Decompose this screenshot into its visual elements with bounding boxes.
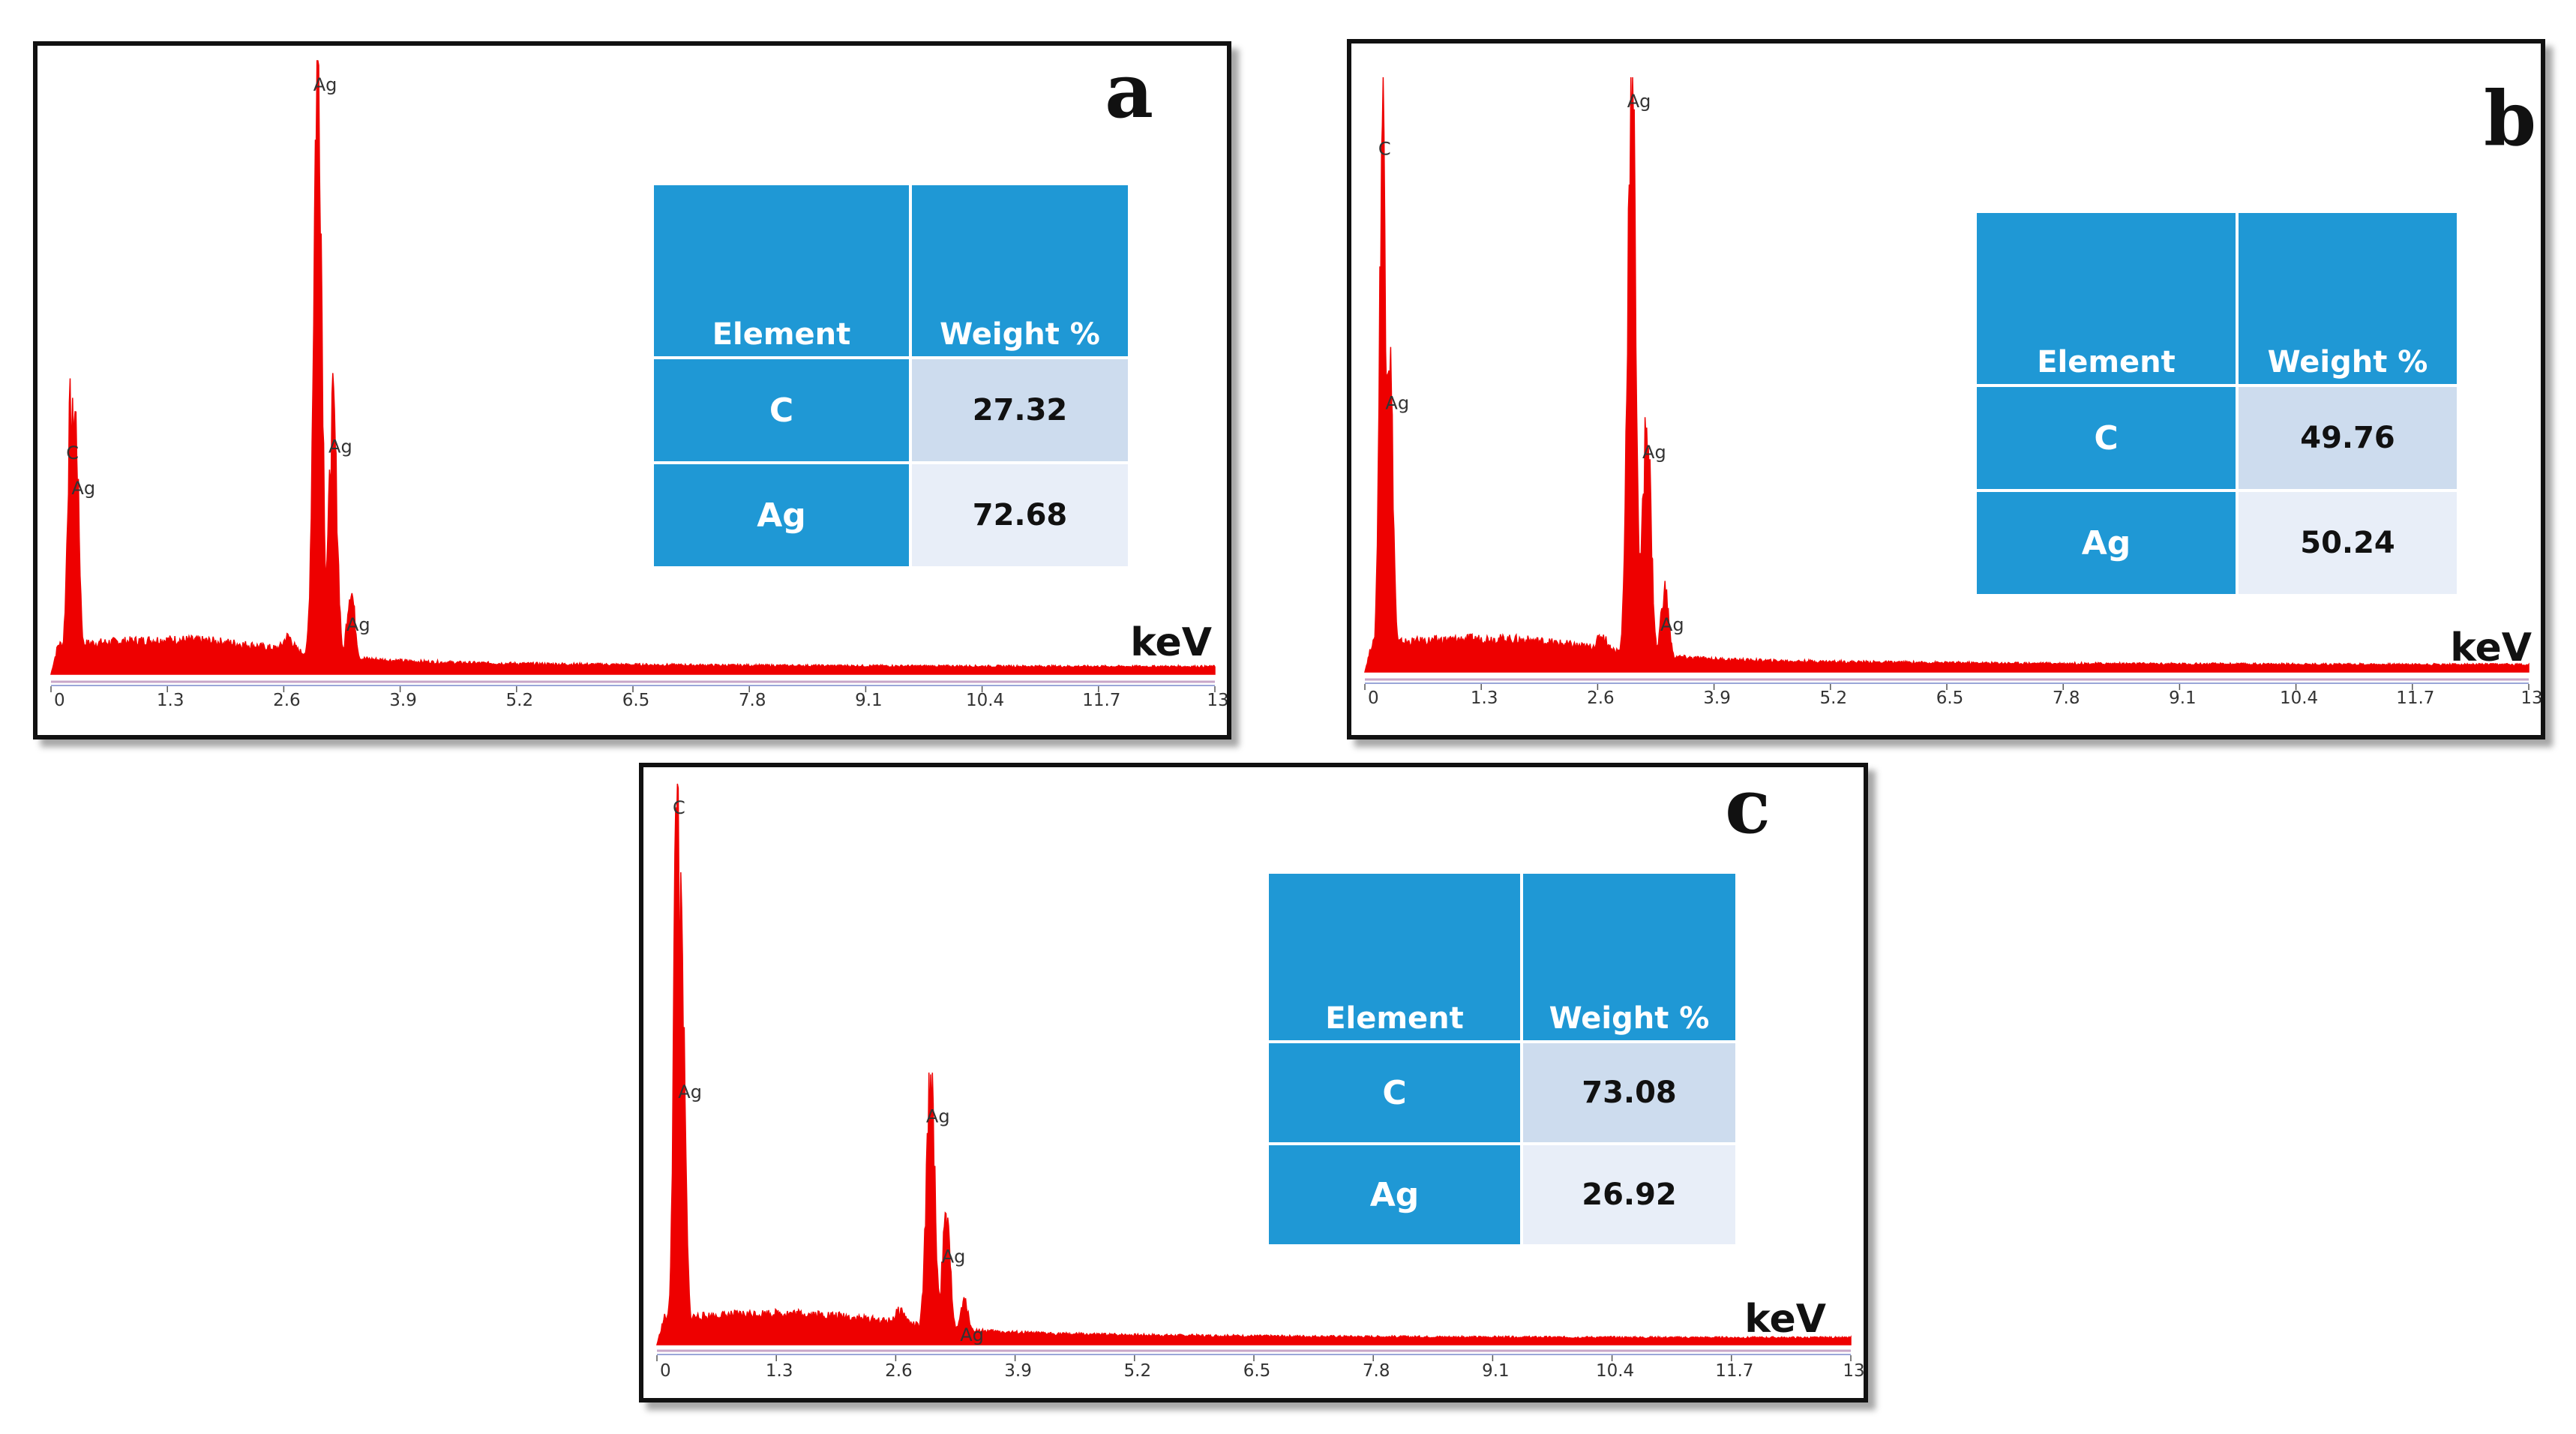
x-tick-label: 6.5	[1936, 688, 1964, 708]
x-tick-label: 11.7	[1082, 691, 1120, 710]
x-tick-label: 10.4	[2280, 688, 2318, 708]
element-cell: Ag	[651, 461, 912, 569]
x-tick-label: 5.2	[1820, 688, 1848, 708]
x-tick-label: 2.6	[273, 691, 301, 710]
x-tick-label: 13	[1207, 691, 1227, 710]
x-tick-label: 9.1	[1482, 1361, 1510, 1381]
header-element: Element	[651, 182, 912, 359]
x-tick-label: 0	[54, 691, 65, 710]
panel-letter-c: c	[1725, 762, 1771, 850]
x-tick-label: 7.8	[739, 691, 766, 710]
weight-cell: 26.92	[1520, 1142, 1738, 1247]
x-tick-label: 10.4	[966, 691, 1004, 710]
composition-table-c: Element Weight % C 73.08 Ag 26.92	[1266, 871, 1738, 1247]
x-tick-label: 5.2	[506, 691, 534, 710]
peak-label: Ag	[942, 1246, 966, 1267]
peak-label: Ag	[1627, 91, 1651, 112]
x-tick-label: 11.7	[2396, 688, 2434, 708]
spectrum-area	[1364, 76, 2530, 673]
peak-label: Ag	[960, 1324, 984, 1346]
peak-label: C	[1378, 138, 1391, 159]
header-weight: Weight %	[909, 182, 1131, 359]
peak-label: Ag	[71, 478, 95, 499]
panel-c: 0 1.3 2.6 3.9 5.2 6.5 7.8 9.1 10.4 11.7 13 C Ag Ag Ag A…	[639, 763, 1868, 1402]
x-tick-label: 3.9	[1703, 688, 1731, 708]
peak-label: Ag	[346, 614, 370, 635]
peak-label: Ag	[1385, 392, 1409, 413]
element-cell: C	[1974, 384, 2239, 492]
x-tick-label: 13	[1843, 1361, 1864, 1381]
spectrum-plot-b: 0 1.3 2.6 3.9 5.2 6.5 7.8 9.1 10.4 11.7 13CAgAgAgA…	[1364, 76, 2541, 708]
x-tick-label: 1.3	[1471, 688, 1498, 708]
x-tick-label: 11.7	[1715, 1361, 1753, 1381]
x-tick-label: 1.3	[157, 691, 184, 710]
x-tick-label: 10.4	[1596, 1361, 1634, 1381]
spectrum-plot-c: 0 1.3 2.6 3.9 5.2 6.5 7.8 9.1 10.4 11.7 13CAgAgAgA…	[656, 783, 1864, 1381]
axis-unit-label: keV	[1744, 1297, 1826, 1342]
composition-table-b: Element Weight % C 49.76 Ag 50.24	[1974, 210, 2460, 597]
x-tick-label: 3.9	[389, 691, 417, 710]
weight-cell: 72.68	[909, 461, 1131, 569]
header-weight: Weight %	[1520, 871, 1738, 1043]
x-tick-label: 7.8	[2053, 688, 2080, 708]
x-tick-label: 2.6	[1587, 688, 1615, 708]
x-tick-label: 2.6	[885, 1361, 913, 1381]
peak-label: C	[673, 797, 685, 818]
header-element: Element	[1266, 871, 1523, 1043]
spectrum-plot-a: 0 1.3 2.6 3.9 5.2 6.5 7.8 9.1 10.4 11.7 13CAgAgAgA…	[50, 60, 1227, 710]
header-element: Element	[1974, 210, 2239, 387]
spectrum-area	[656, 783, 1852, 1346]
peak-label: Ag	[1660, 614, 1684, 635]
peak-label: Ag	[313, 74, 337, 95]
x-tick-label: 7.8	[1363, 1361, 1390, 1381]
peak-label: Ag	[926, 1106, 950, 1126]
axis-unit-label: keV	[1130, 620, 1212, 665]
x-tick-label: 5.2	[1124, 1361, 1152, 1381]
weight-cell: 49.76	[2236, 384, 2460, 492]
weight-cell: 73.08	[1520, 1040, 1738, 1145]
peak-label: Ag	[678, 1082, 702, 1102]
element-cell: Ag	[1266, 1142, 1523, 1247]
element-cell: Ag	[1974, 489, 2239, 597]
element-cell: C	[1266, 1040, 1523, 1145]
composition-table-a: Element Weight % C 27.32 Ag 72.68	[651, 182, 1131, 569]
peak-label: Ag	[1642, 442, 1666, 463]
peak-label: Ag	[328, 436, 352, 458]
weight-cell: 50.24	[2236, 489, 2460, 597]
x-tick-label: 9.1	[855, 691, 883, 710]
element-cell: C	[651, 356, 912, 464]
x-tick-label: 0	[1368, 688, 1379, 708]
panel-b: 0 1.3 2.6 3.9 5.2 6.5 7.8 9.1 10.4 11.7 13 C Ag Ag Ag A…	[1347, 39, 2545, 740]
x-tick-label: 6.5	[622, 691, 650, 710]
weight-cell: 27.32	[909, 356, 1131, 464]
axis-unit-label: keV	[2450, 626, 2532, 670]
x-tick-label: 1.3	[766, 1361, 793, 1381]
x-tick-label: 6.5	[1243, 1361, 1271, 1381]
spectrum-area	[50, 60, 1216, 675]
x-tick-label: 3.9	[1004, 1361, 1032, 1381]
peak-label: C	[66, 442, 79, 464]
x-tick-label: 13	[2521, 688, 2541, 708]
x-tick-label: 9.1	[2169, 688, 2197, 708]
panel-letter-b: b	[2484, 74, 2536, 163]
header-weight: Weight %	[2236, 210, 2460, 387]
panel-letter-a: a	[1105, 46, 1153, 135]
panel-a: 0 1.3 2.6 3.9 5.2 6.5 7.8 9.1 10.4 11.7 13 C Ag Ag Ag A…	[33, 41, 1231, 740]
x-tick-label: 0	[660, 1361, 671, 1381]
